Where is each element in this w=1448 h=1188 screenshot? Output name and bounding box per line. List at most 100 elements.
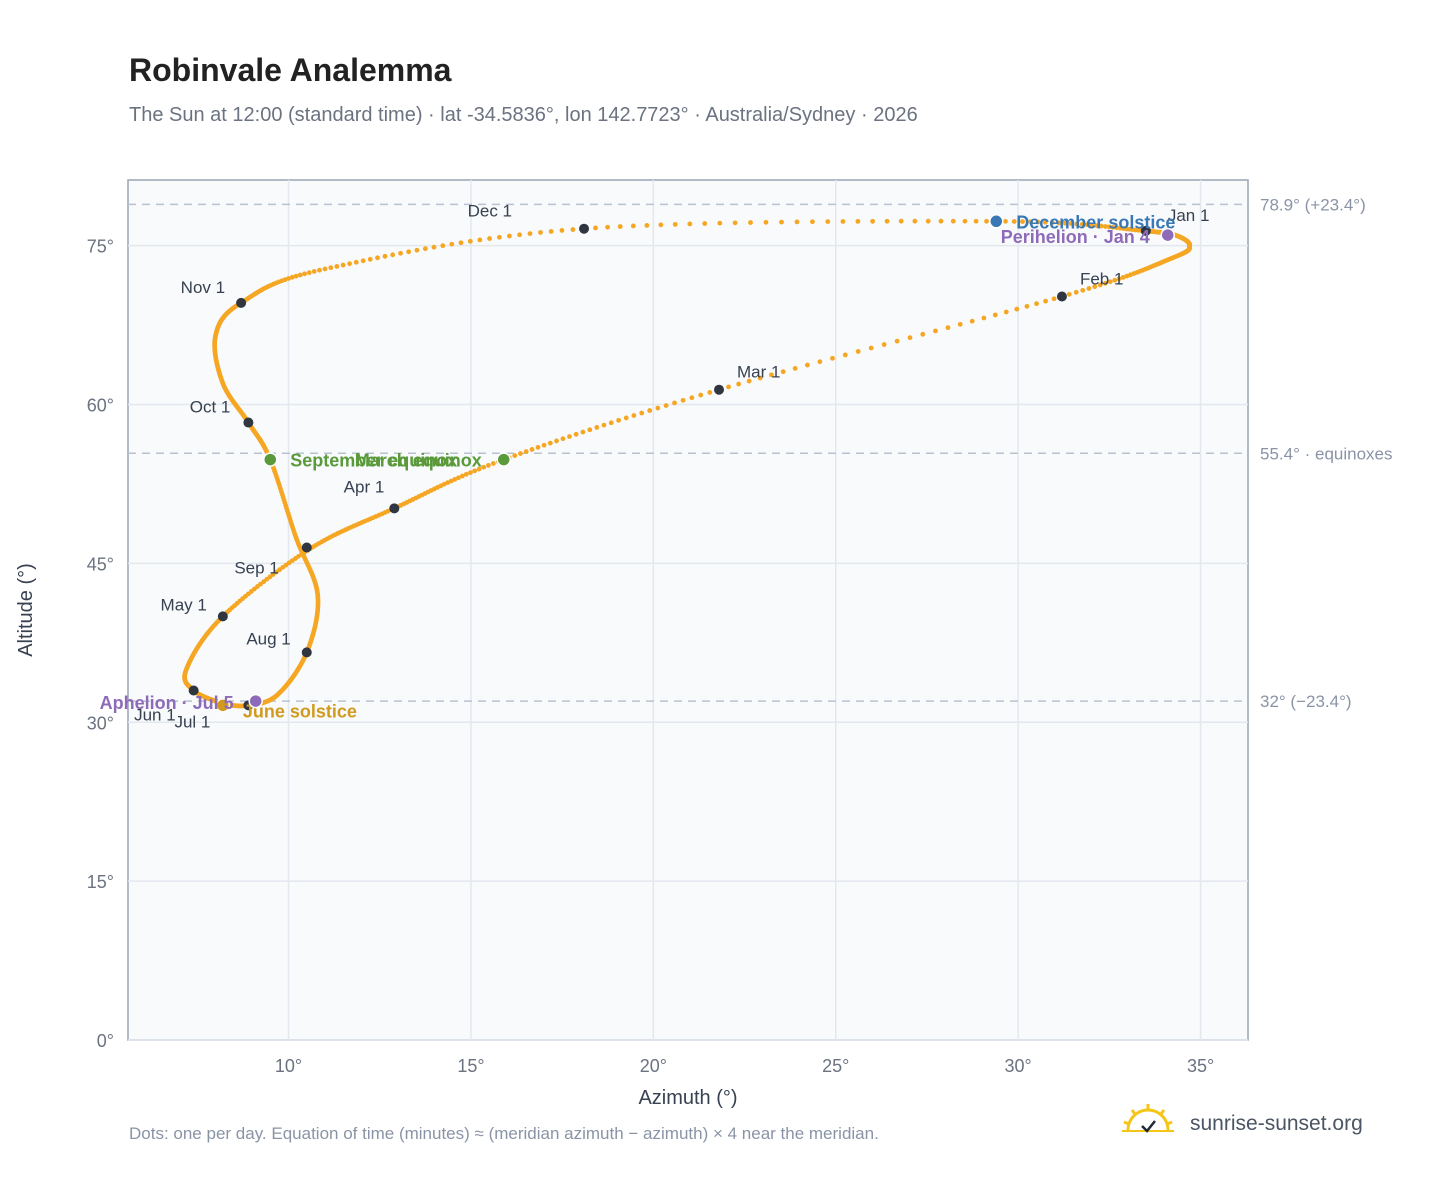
daily-sun-dot — [1043, 298, 1048, 304]
daily-sun-dot — [672, 400, 677, 406]
daily-sun-dot — [938, 218, 944, 224]
event-marker — [215, 698, 231, 713]
daily-sun-dot — [884, 218, 890, 224]
daily-sun-dot — [390, 252, 396, 258]
daily-sun-dot — [375, 255, 380, 261]
daily-sun-dot — [779, 219, 784, 225]
daily-sun-dot — [452, 476, 458, 482]
daily-sun-dot — [1094, 223, 1100, 229]
daily-sun-dot — [422, 246, 428, 252]
daily-sun-dot — [554, 438, 559, 444]
daily-sun-dot — [1112, 277, 1118, 283]
event-marker — [263, 452, 278, 467]
daily-sun-dot — [289, 274, 295, 280]
daily-sun-dot — [605, 224, 611, 230]
daily-sun-dot — [1092, 284, 1098, 290]
daily-sun-dot — [962, 218, 968, 224]
daily-sun-dot — [1062, 220, 1068, 226]
daily-sun-dot — [594, 425, 600, 430]
chart-subtitle: The Sun at 12:00 (standard time) · lat -… — [129, 104, 918, 126]
daily-sun-dot — [1014, 306, 1020, 312]
y-tick-label: 15° — [87, 872, 114, 892]
daily-sun-dot — [468, 470, 473, 476]
daily-sun-dot — [601, 422, 607, 428]
month-marker — [1140, 225, 1151, 236]
reference-line-label: 78.9° (+23.4°) — [1260, 195, 1366, 214]
month-label: Dec 1 — [468, 202, 512, 221]
daily-sun-dot — [1120, 274, 1126, 280]
daily-sun-dot — [497, 234, 502, 240]
daily-sun-dot — [1068, 221, 1074, 226]
daily-sun-dot — [1097, 282, 1103, 288]
x-axis-title: Azimuth (°) — [638, 1087, 737, 1109]
daily-sun-dot — [732, 220, 738, 226]
daily-sun-dot — [639, 410, 645, 416]
daily-sun-dot — [616, 417, 622, 423]
month-marker — [188, 685, 199, 696]
month-label: Apr 1 — [344, 477, 385, 496]
daily-sun-dot — [792, 366, 798, 371]
month-marker — [301, 542, 312, 553]
daily-sun-dot — [1089, 222, 1095, 228]
event-label: March equinox — [355, 451, 482, 471]
month-label: Sep 1 — [234, 559, 278, 578]
x-tick-label: 15° — [457, 1056, 484, 1076]
daily-sun-dot — [1106, 224, 1112, 230]
daily-sun-dot — [817, 359, 823, 365]
y-axis-title: Altitude (°) — [15, 563, 37, 657]
daily-sun-dot — [1080, 287, 1086, 293]
month-marker — [243, 417, 254, 428]
daily-sun-dot — [945, 325, 951, 331]
daily-sun-dot — [322, 266, 328, 272]
month-marker — [389, 503, 400, 514]
daily-sun-dot — [286, 276, 291, 281]
daily-sun-dot — [912, 218, 918, 224]
month-label: Nov 1 — [181, 278, 225, 297]
daily-sun-dot — [957, 321, 963, 327]
daily-sun-dot — [855, 349, 861, 354]
month-marker — [217, 611, 228, 622]
daily-sun-dot — [825, 219, 831, 224]
daily-sun-dot — [518, 451, 523, 456]
daily-sun-dot — [477, 237, 483, 243]
daily-sun-dot — [512, 453, 518, 459]
daily-sun-dot — [925, 218, 931, 224]
daily-sun-dot — [567, 434, 572, 439]
daily-sun-dot — [593, 225, 598, 231]
daily-sun-dot — [486, 462, 491, 468]
daily-sun-dot — [984, 218, 989, 224]
daily-sun-dot — [456, 475, 461, 481]
daily-sun-dot — [763, 219, 769, 225]
y-tick-label: 60° — [87, 396, 114, 416]
daily-sun-dot — [894, 338, 900, 344]
daily-sun-dot — [467, 238, 473, 244]
y-tick-label: 30° — [87, 713, 114, 733]
event-marker — [496, 452, 512, 467]
daily-sun-dot — [969, 318, 975, 324]
daily-sun-dot — [507, 233, 512, 239]
daily-sun-dot — [311, 269, 317, 274]
daily-sun-dot — [476, 466, 482, 472]
event-marker — [1160, 227, 1175, 243]
x-tick-label: 25° — [822, 1056, 849, 1076]
daily-sun-dot — [830, 355, 835, 361]
x-tick-label: 30° — [1005, 1056, 1032, 1076]
daily-sun-dot — [490, 461, 496, 466]
daily-sun-dot — [398, 250, 403, 256]
daily-sun-dot — [334, 263, 340, 269]
daily-sun-dot — [353, 259, 359, 265]
daily-sun-dot — [297, 272, 303, 278]
chart-title: Robinvale Analemma — [129, 52, 452, 88]
daily-sun-dot — [1098, 223, 1104, 229]
daily-sun-dot — [523, 449, 529, 454]
daily-sun-dot — [302, 271, 307, 277]
event-label: September equinox — [290, 451, 457, 471]
brand-name: sunrise-sunset.org — [1190, 1112, 1363, 1135]
daily-sun-dot — [981, 315, 987, 321]
brand-logo[interactable]: sunrise-sunset.org — [1120, 1100, 1400, 1146]
daily-sun-dot — [382, 253, 388, 259]
month-marker — [236, 297, 247, 308]
sun-path — [182, 218, 1193, 709]
y-tick-label: 75° — [87, 237, 114, 257]
daily-sun-dot — [541, 442, 547, 448]
